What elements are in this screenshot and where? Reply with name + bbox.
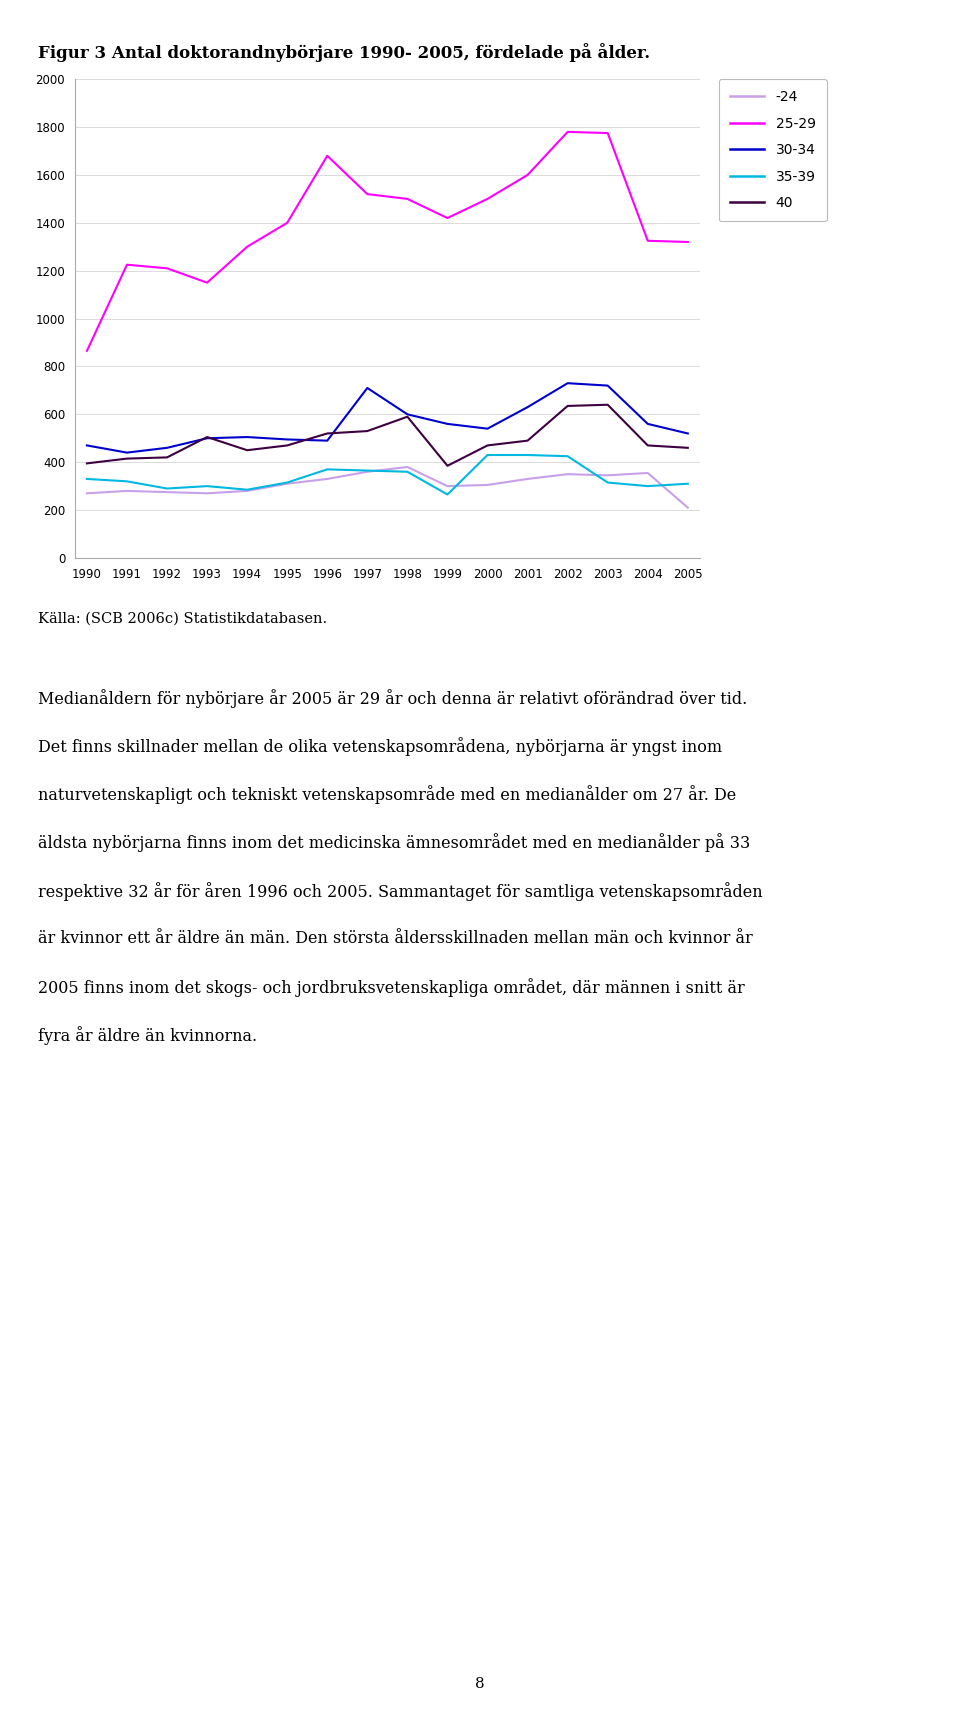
Text: Medianåldern för nybörjare år 2005 är 29 år och denna är relativt oförändrad öve: Medianåldern för nybörjare år 2005 är 29… bbox=[38, 689, 748, 708]
Text: respektive 32 år för åren 1996 och 2005. Sammantaget för samtliga vetenskapsområ: respektive 32 år för åren 1996 och 2005.… bbox=[38, 882, 763, 901]
Text: fyra år äldre än kvinnorna.: fyra år äldre än kvinnorna. bbox=[38, 1026, 257, 1045]
Text: Källa: (SCB 2006c) Statistikdatabasen.: Källa: (SCB 2006c) Statistikdatabasen. bbox=[38, 611, 327, 625]
Text: 2005 finns inom det skogs- och jordbruksvetenskapliga området, där männen i snit: 2005 finns inom det skogs- och jordbruks… bbox=[38, 978, 745, 997]
Text: är kvinnor ett år äldre än män. Den största åldersskillnaden mellan män och kvin: är kvinnor ett år äldre än män. Den stör… bbox=[38, 930, 754, 947]
Text: Figur 3 Antal doktorandnybörjare 1990- 2005, fördelade på ålder.: Figur 3 Antal doktorandnybörjare 1990- 2… bbox=[38, 43, 651, 62]
Text: äldsta nybörjarna finns inom det medicinska ämnesområdet med en medianålder på 3: äldsta nybörjarna finns inom det medicin… bbox=[38, 833, 751, 852]
Text: 8: 8 bbox=[475, 1677, 485, 1691]
Legend: -24, 25-29, 30-34, 35-39, 40: -24, 25-29, 30-34, 35-39, 40 bbox=[719, 79, 827, 222]
Text: Det finns skillnader mellan de olika vetenskapsområdena, nybörjarna är yngst ino: Det finns skillnader mellan de olika vet… bbox=[38, 737, 723, 756]
Text: naturvetenskapligt och tekniskt vetenskapsområde med en medianålder om 27 år. De: naturvetenskapligt och tekniskt vetenska… bbox=[38, 785, 736, 804]
